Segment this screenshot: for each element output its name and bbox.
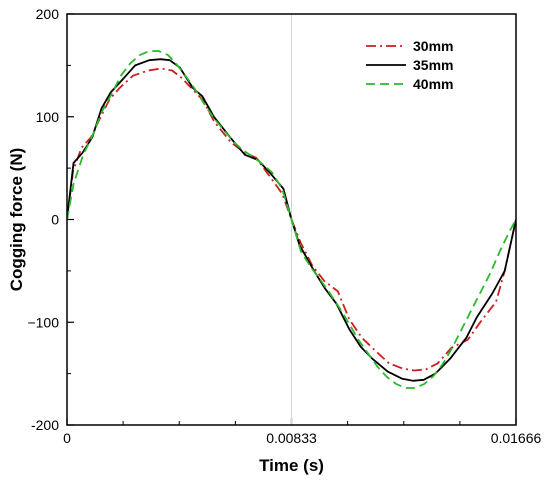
series-layer bbox=[67, 14, 516, 425]
plot-frame bbox=[66, 13, 517, 426]
series-line-40mm bbox=[67, 50, 516, 389]
x-tick-label: 0.01666 bbox=[491, 430, 542, 446]
x-axis-ticks: 0 0.00833 0.01666 bbox=[63, 418, 542, 446]
y-axis-ticks: -200 −100 0 100 200 bbox=[27, 6, 74, 433]
x-axis-title: Time (s) bbox=[259, 456, 324, 475]
y-tick-label: −100 bbox=[27, 314, 59, 330]
legend-label-30mm: 30mm bbox=[413, 38, 453, 54]
series-line-35mm bbox=[67, 58, 516, 382]
x-tick-label: 0.00833 bbox=[266, 430, 317, 446]
y-tick-label: 0 bbox=[51, 212, 59, 228]
x-tick-label: 0 bbox=[63, 430, 71, 446]
y-axis-title: Cogging force (N) bbox=[7, 148, 26, 292]
y-tick-label: -200 bbox=[31, 417, 59, 433]
y-tick-label: 100 bbox=[36, 109, 60, 125]
legend-label-40mm: 40mm bbox=[413, 76, 453, 92]
legend-label-35mm: 35mm bbox=[413, 57, 453, 73]
legend: 30mm 35mm 40mm bbox=[366, 38, 453, 92]
series-line-30mm bbox=[67, 67, 516, 372]
y-tick-label: 200 bbox=[36, 6, 60, 22]
